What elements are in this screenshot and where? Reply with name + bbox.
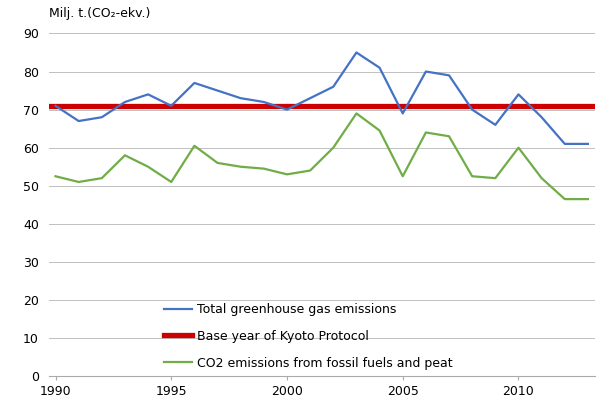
- Total greenhouse gas emissions: [98, 115, 106, 120]
- CO2 emissions from fossil fuels and peat: [492, 176, 499, 181]
- Total greenhouse gas emissions: [446, 73, 453, 78]
- Total greenhouse gas emissions: [307, 96, 314, 101]
- CO2 emissions from fossil fuels and peat: [538, 176, 545, 181]
- CO2 emissions from fossil fuels and peat: [307, 168, 314, 173]
- Total greenhouse gas emissions: [561, 141, 568, 146]
- CO2 emissions from fossil fuels and peat: [98, 176, 106, 181]
- CO2 emissions from fossil fuels and peat: [353, 111, 360, 116]
- Total greenhouse gas emissions: [144, 92, 152, 97]
- Total greenhouse gas emissions: [214, 88, 221, 93]
- CO2 emissions from fossil fuels and peat: [52, 174, 59, 179]
- CO2 emissions from fossil fuels and peat: [260, 166, 268, 171]
- Total greenhouse gas emissions: [52, 103, 59, 108]
- CO2 emissions from fossil fuels and peat: [399, 174, 406, 179]
- Line: Total greenhouse gas emissions: Total greenhouse gas emissions: [55, 53, 588, 144]
- Total greenhouse gas emissions: [330, 84, 337, 89]
- CO2 emissions from fossil fuels and peat: [515, 145, 522, 150]
- Total greenhouse gas emissions: [469, 107, 476, 112]
- Total greenhouse gas emissions: [353, 50, 360, 55]
- Total greenhouse gas emissions: [283, 107, 291, 112]
- Total greenhouse gas emissions: [191, 80, 198, 85]
- Total greenhouse gas emissions: [515, 92, 522, 97]
- Total greenhouse gas emissions: [376, 65, 383, 70]
- Legend: Total greenhouse gas emissions, Base year of Kyoto Protocol, CO2 emissions from : Total greenhouse gas emissions, Base yea…: [164, 303, 452, 370]
- Total greenhouse gas emissions: [538, 115, 545, 120]
- CO2 emissions from fossil fuels and peat: [75, 179, 83, 184]
- Total greenhouse gas emissions: [168, 103, 175, 108]
- CO2 emissions from fossil fuels and peat: [237, 164, 245, 169]
- Total greenhouse gas emissions: [399, 111, 406, 116]
- Total greenhouse gas emissions: [75, 119, 83, 124]
- CO2 emissions from fossil fuels and peat: [422, 130, 430, 135]
- CO2 emissions from fossil fuels and peat: [330, 145, 337, 150]
- CO2 emissions from fossil fuels and peat: [168, 179, 175, 184]
- CO2 emissions from fossil fuels and peat: [214, 161, 221, 166]
- Text: Milj. t.(CO₂-ekv.): Milj. t.(CO₂-ekv.): [49, 7, 150, 20]
- Total greenhouse gas emissions: [492, 122, 499, 127]
- Total greenhouse gas emissions: [260, 99, 268, 104]
- CO2 emissions from fossil fuels and peat: [469, 174, 476, 179]
- CO2 emissions from fossil fuels and peat: [283, 172, 291, 177]
- Total greenhouse gas emissions: [585, 141, 592, 146]
- Line: CO2 emissions from fossil fuels and peat: CO2 emissions from fossil fuels and peat: [55, 113, 588, 199]
- Total greenhouse gas emissions: [237, 96, 245, 101]
- Total greenhouse gas emissions: [422, 69, 430, 74]
- CO2 emissions from fossil fuels and peat: [561, 196, 568, 201]
- CO2 emissions from fossil fuels and peat: [121, 153, 129, 158]
- CO2 emissions from fossil fuels and peat: [144, 164, 152, 169]
- CO2 emissions from fossil fuels and peat: [376, 128, 383, 133]
- CO2 emissions from fossil fuels and peat: [585, 196, 592, 201]
- CO2 emissions from fossil fuels and peat: [191, 143, 198, 148]
- Total greenhouse gas emissions: [121, 99, 129, 104]
- CO2 emissions from fossil fuels and peat: [446, 134, 453, 139]
